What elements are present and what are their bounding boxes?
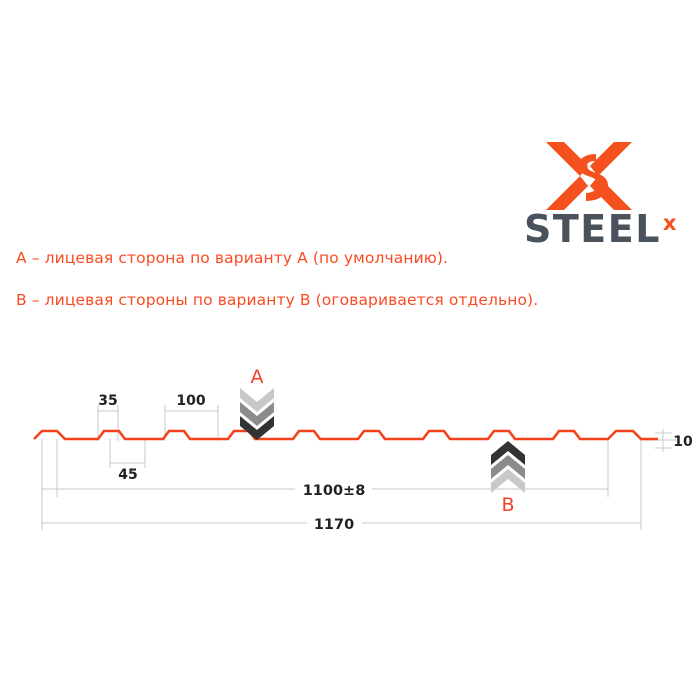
steelx-logo: STEEL x <box>524 140 692 250</box>
profile-technical-drawing: 35 100 45 10 1100±8 1170 A <box>0 355 700 555</box>
dim-label-35: 35 <box>98 393 117 409</box>
face-marker-a: A <box>240 366 274 440</box>
face-marker-a-label: A <box>251 366 264 388</box>
face-marker-b: B <box>491 441 525 516</box>
caption-variant-a: A – лицевая сторона по варианту A (по ум… <box>16 249 449 267</box>
dim-label-10: 10 <box>673 434 693 450</box>
logo-steel-text: STEEL <box>524 207 661 251</box>
steelx-wordmark: STEEL x <box>524 210 692 250</box>
dim-label-100: 100 <box>176 393 205 409</box>
corrugated-profile-outline <box>33 429 658 441</box>
dim-label-45: 45 <box>118 467 137 483</box>
chevron-up-icon <box>491 441 525 493</box>
steelx-x-mark-icon <box>544 140 634 212</box>
face-marker-b-label: B <box>501 494 514 516</box>
dim-label-1100: 1100±8 <box>303 483 366 499</box>
logo-x-superscript: x <box>662 211 677 235</box>
chevron-down-icon <box>240 388 274 440</box>
dim-label-1170: 1170 <box>314 517 354 533</box>
caption-variant-b: B – лицевая стороны по варианту B (огова… <box>16 291 539 309</box>
